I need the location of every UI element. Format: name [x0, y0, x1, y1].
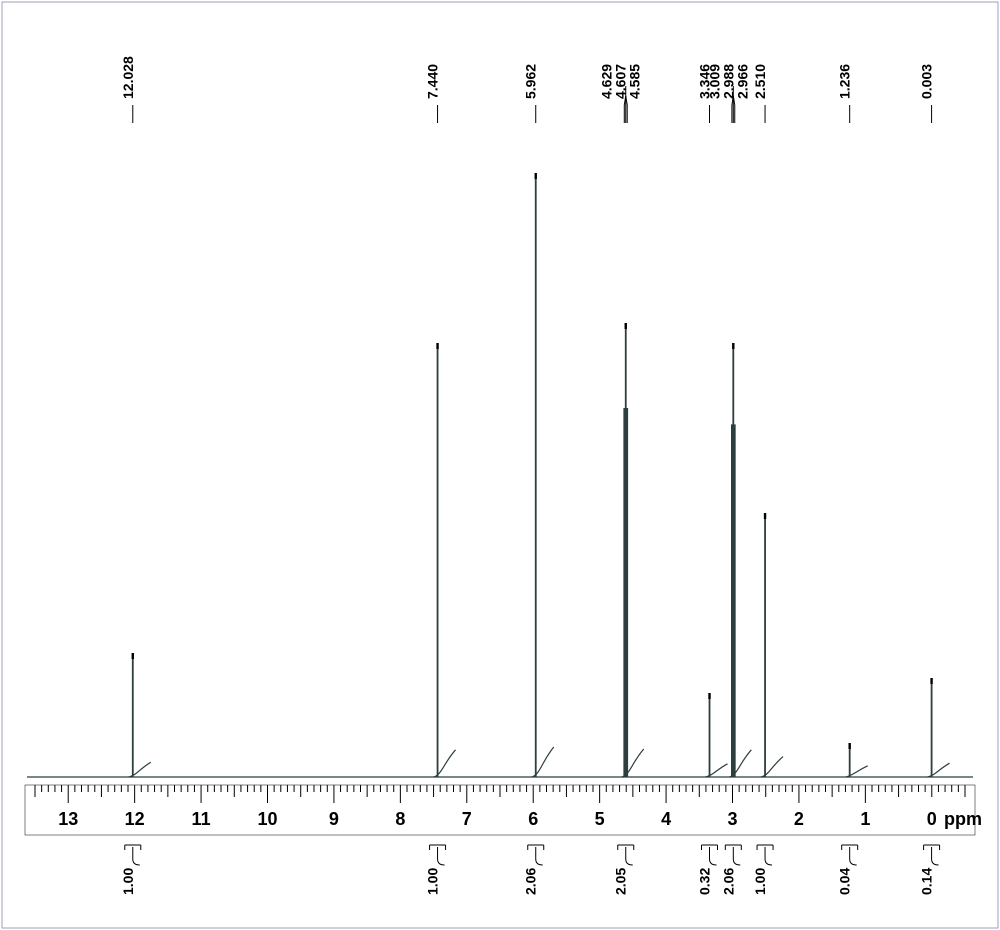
peak-label: 0.003 — [919, 64, 935, 99]
axis-tick-label: 2 — [794, 809, 804, 829]
axis-unit-label: ppm — [944, 809, 982, 829]
axis-tick-label: 10 — [257, 809, 277, 829]
axis-tick-label: 6 — [528, 809, 538, 829]
axis-tick-label: 5 — [595, 809, 605, 829]
axis-tick-label: 0 — [927, 809, 937, 829]
nmr-spectrum: 131211109876543210ppm12.0287.4405.9624.6… — [0, 0, 1000, 930]
peak-label: 2.966 — [734, 64, 750, 99]
peak-label: 2.510 — [752, 64, 768, 99]
axis-tick-label: 7 — [462, 809, 472, 829]
integration-value: 2.06 — [720, 868, 736, 895]
integration-value: 2.06 — [523, 868, 539, 895]
axis-tick-label: 4 — [661, 809, 671, 829]
axis-tick-label: 8 — [395, 809, 405, 829]
integration-value: 2.05 — [613, 868, 629, 895]
integration-value: 1.00 — [752, 868, 768, 895]
axis-tick-label: 13 — [58, 809, 78, 829]
peak-label: 5.962 — [523, 64, 539, 99]
axis-tick-label: 3 — [727, 809, 737, 829]
peak-label: 4.585 — [627, 64, 643, 99]
axis-tick-label: 11 — [192, 809, 211, 829]
integration-value: 0.14 — [919, 868, 935, 895]
axis-tick-label: 9 — [329, 809, 339, 829]
integration-value: 0.32 — [697, 868, 713, 895]
integration-value: 1.00 — [120, 868, 136, 895]
peak-label: 12.028 — [120, 56, 136, 99]
integration-value: 1.00 — [425, 868, 441, 895]
integration-value: 0.04 — [837, 868, 853, 895]
peak-label: 1.236 — [837, 64, 853, 99]
axis-tick-label: 1 — [860, 809, 870, 829]
axis-tick-label: 12 — [125, 809, 145, 829]
peak-label: 7.440 — [425, 64, 441, 99]
